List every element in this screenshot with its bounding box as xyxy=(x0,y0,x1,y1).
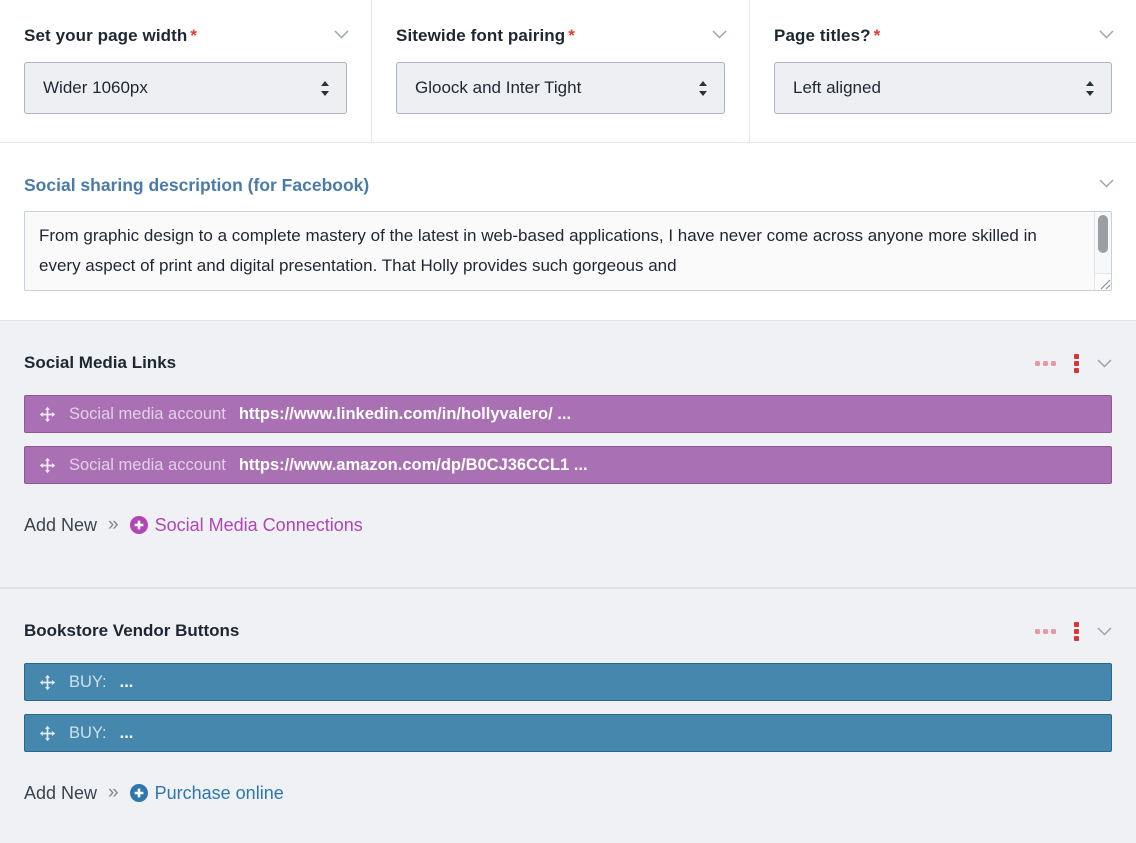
section-title: Social Media Links xyxy=(24,353,176,373)
section-header-icons xyxy=(1035,622,1112,641)
move-arrows-icon[interactable] xyxy=(39,406,56,423)
ellipsis-vertical-icon[interactable] xyxy=(1074,622,1079,641)
acf-fields-panel: Set your page width* Wider 1060px Sitewi… xyxy=(0,0,1136,843)
social-link-row[interactable]: Social media account https://www.amazon.… xyxy=(24,446,1112,484)
social-link-row[interactable]: Social media account https://www.linkedi… xyxy=(24,395,1112,433)
move-arrows-icon[interactable] xyxy=(39,674,56,691)
vendor-button-row[interactable]: BUY: ... xyxy=(24,714,1112,752)
vendor-button-row[interactable]: BUY: ... xyxy=(24,663,1112,701)
row-url-text: https://www.linkedin.com/in/hollyvalero/ xyxy=(239,405,553,423)
chevron-down-icon[interactable] xyxy=(1099,179,1114,188)
social-description-textarea[interactable]: From graphic design to a complete master… xyxy=(24,211,1112,291)
page-width-select[interactable]: Wider 1060px xyxy=(24,62,347,114)
row-url: https://www.linkedin.com/in/hollyvalero/… xyxy=(239,405,571,424)
add-link-label: Social Media Connections xyxy=(155,515,363,536)
field-label: Sitewide font pairing* xyxy=(396,26,725,46)
select-value: Gloock and Inter Tight xyxy=(415,78,581,98)
ellipsis-horizontal-icon[interactable] xyxy=(1035,629,1056,634)
repeater-sections: Social Media Links Social media account … xyxy=(0,320,1136,843)
field-font-pairing: Sitewide font pairing* Gloock and Inter … xyxy=(372,0,750,142)
required-asterisk: * xyxy=(568,26,575,45)
select-arrows-icon xyxy=(698,81,708,96)
row-ellipsis: ... xyxy=(120,673,134,692)
section-header-icons xyxy=(1035,354,1112,373)
row-label: BUY: xyxy=(69,673,107,692)
add-link-label: Purchase online xyxy=(155,783,284,804)
ellipsis-vertical-icon[interactable] xyxy=(1074,354,1079,373)
social-media-links-section: Social Media Links Social media account … xyxy=(0,321,1136,589)
select-arrows-icon xyxy=(1085,81,1095,96)
section-header: Social Media Links xyxy=(24,353,1112,373)
required-asterisk: * xyxy=(874,26,881,45)
section-header: Bookstore Vendor Buttons xyxy=(24,621,1112,641)
add-new-label: Add New xyxy=(24,783,97,804)
textarea-text: From graphic design to a complete master… xyxy=(25,212,1111,281)
add-new-separator: » xyxy=(108,514,119,536)
field-label: Page titles?* xyxy=(774,26,1112,46)
field-label-text: Page titles? xyxy=(774,26,871,45)
bookstore-vendor-buttons-section: Bookstore Vendor Buttons BUY: ... BUY: .… xyxy=(0,589,1136,804)
top-field-row: Set your page width* Wider 1060px Sitewi… xyxy=(0,0,1136,143)
row-url-text: https://www.amazon.com/dp/B0CJ36CCL1 xyxy=(239,456,569,474)
plus-circle-icon xyxy=(130,784,148,802)
field-page-titles: Page titles?* Left aligned xyxy=(750,0,1136,142)
row-ellipsis: ... xyxy=(120,724,134,743)
select-value: Left aligned xyxy=(793,78,881,98)
row-label: Social media account xyxy=(69,405,226,424)
resize-grip-icon[interactable] xyxy=(1094,273,1111,290)
field-label-text: Set your page width xyxy=(24,26,187,45)
row-url: https://www.amazon.com/dp/B0CJ36CCL1 ... xyxy=(239,456,588,475)
section-title: Bookstore Vendor Buttons xyxy=(24,621,239,641)
plus-circle-icon xyxy=(130,516,148,534)
field-page-width: Set your page width* Wider 1060px xyxy=(0,0,372,142)
social-description-label: Social sharing description (for Facebook… xyxy=(24,175,1112,196)
add-purchase-online-link[interactable]: Purchase online xyxy=(130,783,284,804)
field-label-text: Sitewide font pairing xyxy=(396,26,565,45)
textarea-scrollbar[interactable] xyxy=(1094,212,1111,273)
row-ellipsis: ... xyxy=(574,456,588,474)
scrollbar-thumb[interactable] xyxy=(1098,215,1108,253)
add-new-row: Add New » Social Media Connections xyxy=(24,514,1112,536)
row-label: Social media account xyxy=(69,456,226,475)
chevron-down-icon[interactable] xyxy=(334,30,349,39)
social-description-field: Social sharing description (for Facebook… xyxy=(0,143,1136,320)
page-titles-select[interactable]: Left aligned xyxy=(774,62,1112,114)
select-value: Wider 1060px xyxy=(43,78,148,98)
chevron-down-icon[interactable] xyxy=(1099,30,1114,39)
add-new-label: Add New xyxy=(24,515,97,536)
ellipsis-horizontal-icon[interactable] xyxy=(1035,361,1056,366)
field-label: Set your page width* xyxy=(24,26,347,46)
chevron-down-icon[interactable] xyxy=(712,30,727,39)
add-new-row: Add New » Purchase online xyxy=(24,782,1112,804)
move-arrows-icon[interactable] xyxy=(39,457,56,474)
select-arrows-icon xyxy=(320,81,330,96)
required-asterisk: * xyxy=(190,26,197,45)
chevron-down-icon[interactable] xyxy=(1097,359,1112,368)
row-label: BUY: xyxy=(69,724,107,743)
add-new-separator: » xyxy=(108,782,119,804)
add-social-media-connections-link[interactable]: Social Media Connections xyxy=(130,515,363,536)
row-ellipsis: ... xyxy=(557,405,571,423)
font-pairing-select[interactable]: Gloock and Inter Tight xyxy=(396,62,725,114)
move-arrows-icon[interactable] xyxy=(39,725,56,742)
chevron-down-icon[interactable] xyxy=(1097,627,1112,636)
